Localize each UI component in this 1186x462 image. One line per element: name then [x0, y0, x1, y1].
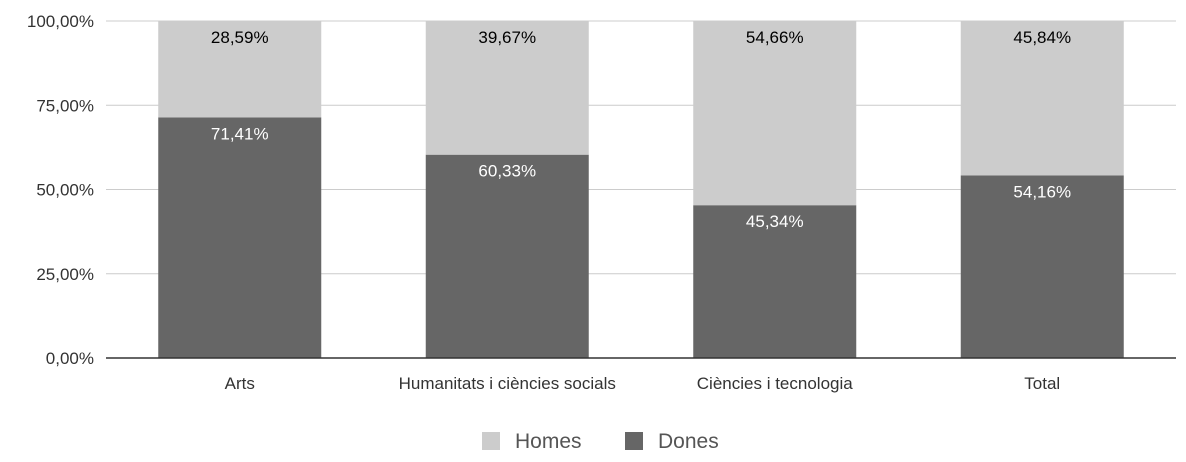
bar-homes [425, 21, 589, 155]
x-tick-label: Humanitats i ciències socials [399, 374, 616, 393]
legend: Homes Dones [482, 430, 719, 453]
legend-swatch-dones [625, 432, 643, 450]
y-axis-tick-labels: 0,00% 25,00% 50,00% 75,00% 100,00% [27, 12, 94, 368]
y-tick-label: 25,00% [36, 265, 94, 284]
data-label: 71,41% [211, 124, 269, 143]
y-tick-label: 75,00% [36, 96, 94, 115]
x-tick-label: Total [1024, 374, 1060, 393]
bar-dones [158, 117, 322, 358]
data-label: 54,16% [1013, 182, 1071, 201]
x-axis-tick-labels: Arts Humanitats i ciències socials Cièncie… [225, 374, 1061, 393]
bar-dones [960, 175, 1124, 358]
bar-homes [960, 21, 1124, 176]
data-label: 45,34% [746, 212, 804, 231]
bar-homes [158, 21, 322, 118]
legend-label-homes: Homes [515, 430, 582, 453]
data-labels: 71,41% 28,59% 60,33% 39,67% 45,34% 54,66% 54,1… [211, 28, 1071, 231]
legend-label-dones: Dones [658, 430, 719, 453]
y-tick-label: 50,00% [36, 181, 94, 200]
y-tick-label: 100,00% [27, 12, 94, 31]
data-label: 60,33% [478, 162, 536, 181]
data-label: 45,84% [1013, 28, 1071, 47]
data-label: 28,59% [211, 28, 269, 47]
y-tick-label: 0,00% [46, 349, 94, 368]
data-label: 39,67% [478, 28, 536, 47]
bar-dones [693, 205, 857, 358]
x-tick-label: Ciències i tecnologia [697, 374, 853, 393]
x-tick-label: Arts [225, 374, 255, 393]
bar-dones [425, 154, 589, 358]
bar-homes [693, 21, 857, 206]
bars [158, 21, 1124, 358]
legend-swatch-homes [482, 432, 500, 450]
data-label: 54,66% [746, 28, 804, 47]
